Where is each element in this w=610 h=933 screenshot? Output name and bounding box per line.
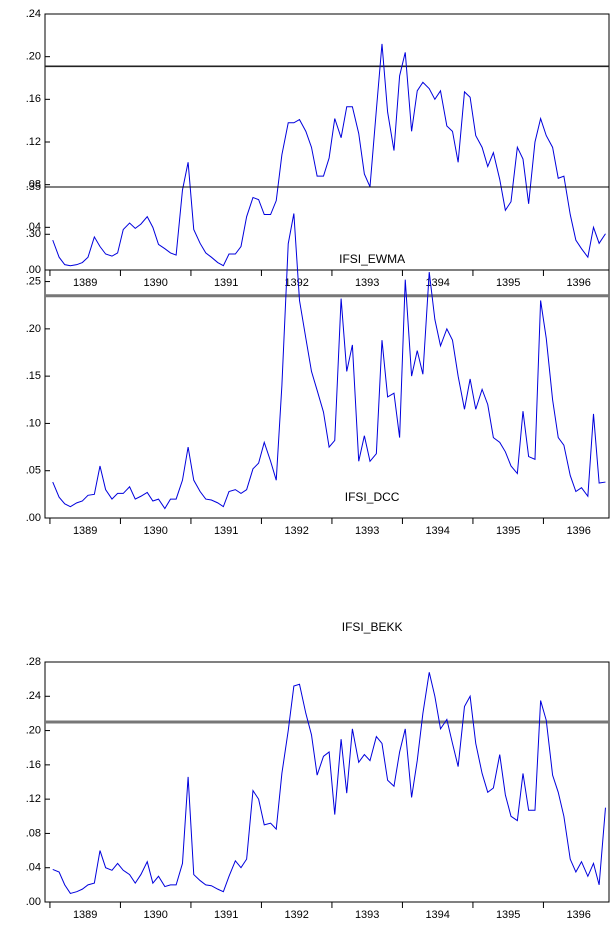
y-tick-label: .08 [26, 827, 41, 839]
x-tick-label: 1392 [284, 277, 308, 289]
x-tick-label: 1391 [214, 277, 238, 289]
x-tick-label: 1394 [425, 277, 449, 289]
y-tick-label: .12 [26, 136, 41, 148]
data-line [52, 43, 606, 267]
x-tick-label: 1395 [496, 525, 520, 537]
plot-frame [44, 186, 610, 519]
y-tick-label: .12 [26, 793, 41, 805]
y-tick-label: .30 [26, 228, 41, 240]
y-tick-label: .04 [26, 221, 41, 233]
x-tick-label: 1390 [143, 277, 167, 289]
y-tick-label: .10 [26, 417, 41, 429]
x-tick-label: 1391 [214, 909, 238, 921]
plot-frame [44, 661, 610, 903]
x-tick-label: 1393 [355, 277, 379, 289]
data-line [52, 672, 606, 895]
x-tick-label: 1394 [425, 525, 449, 537]
x-tick-label: 1394 [425, 909, 449, 921]
x-tick-label: 1392 [284, 909, 308, 921]
x-tick-label: 1392 [284, 525, 308, 537]
y-tick-label: .20 [26, 724, 41, 736]
x-tick-label: 1389 [73, 525, 97, 537]
y-tick-label: .00 [26, 512, 41, 524]
x-tick-label: 1390 [143, 525, 167, 537]
y-tick-label: .08 [26, 179, 41, 191]
x-tick-label: 1393 [355, 909, 379, 921]
y-tick-label: .16 [26, 93, 41, 105]
y-tick-label: .24 [26, 8, 41, 20]
y-tick-label: .35 [26, 181, 41, 193]
y-tick-label: .15 [26, 370, 41, 382]
x-tick-label: 1389 [73, 277, 97, 289]
x-tick-label: 1393 [355, 525, 379, 537]
x-tick-label: 1390 [143, 909, 167, 921]
y-tick-label: .00 [26, 264, 41, 276]
x-tick-label: 1396 [566, 277, 590, 289]
x-tick-label: 1389 [73, 909, 97, 921]
chart-title: IFSI_EWMA [339, 252, 405, 266]
y-tick-label: .00 [26, 896, 41, 908]
y-tick-label: .25 [26, 275, 41, 287]
y-tick-label: .28 [26, 656, 41, 668]
chart-title: IFSI_BEKK [342, 620, 403, 634]
y-tick-label: .20 [26, 323, 41, 335]
chart-title: IFSI_DCC [345, 490, 400, 504]
x-tick-label: 1391 [214, 525, 238, 537]
plot-frame [44, 13, 610, 271]
x-tick-label: 1396 [566, 525, 590, 537]
y-tick-label: .04 [26, 862, 41, 874]
x-tick-label: 1395 [496, 909, 520, 921]
x-tick-label: 1395 [496, 277, 520, 289]
y-tick-label: .20 [26, 51, 41, 63]
y-tick-label: .16 [26, 759, 41, 771]
y-tick-label: .24 [26, 690, 41, 702]
x-tick-label: 1396 [566, 909, 590, 921]
data-line [52, 213, 606, 510]
y-tick-label: .05 [26, 465, 41, 477]
